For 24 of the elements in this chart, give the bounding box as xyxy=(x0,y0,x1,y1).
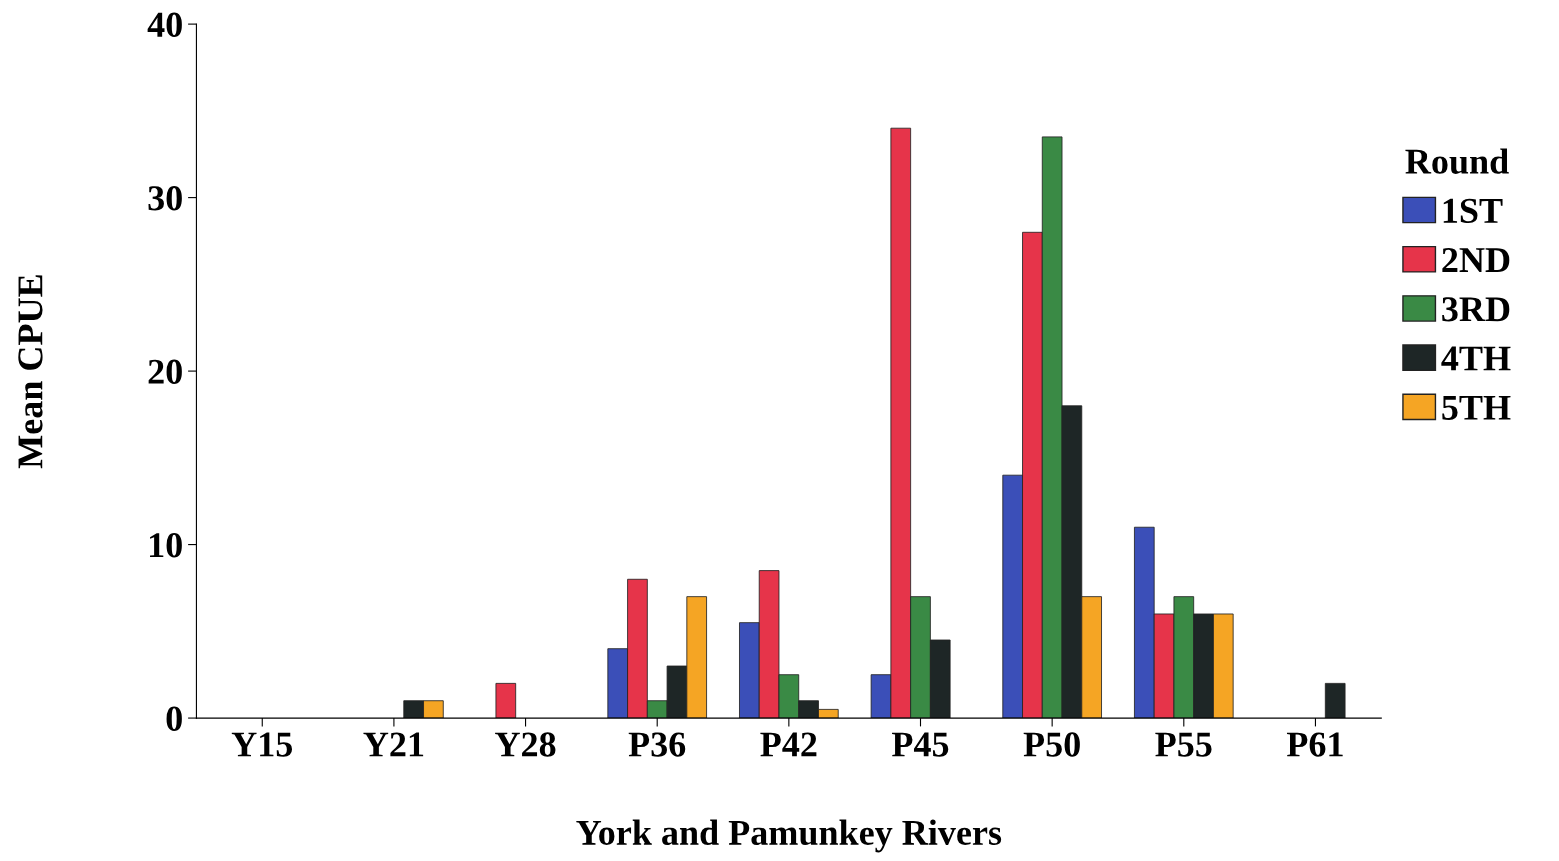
legend-title: Round xyxy=(1405,148,1509,174)
y-tick-label: 0 xyxy=(166,706,182,731)
legend-label: 3RD xyxy=(1442,297,1510,322)
y-axis-title: Mean CPUE xyxy=(18,275,43,469)
x-tick-label: P61 xyxy=(1286,732,1343,757)
x-tick-label: P50 xyxy=(1023,732,1080,757)
bar xyxy=(495,682,517,719)
y-tick-label: 20 xyxy=(148,359,182,384)
x-tick-label: Y21 xyxy=(363,732,424,757)
x-axis-title: York and Pamunkey Rivers xyxy=(576,819,1002,853)
y-tick-label: 40 xyxy=(147,12,182,37)
x-tick-label: Y15 xyxy=(231,732,293,757)
legend-label: 5TH xyxy=(1442,395,1511,420)
legend-label: 1ST xyxy=(1443,198,1503,224)
bar xyxy=(1324,682,1346,719)
y-tick-label: 10 xyxy=(150,533,182,558)
x-tick-label: Y28 xyxy=(495,732,556,757)
x-tick-label: P42 xyxy=(760,732,817,757)
legend-label: 4TH xyxy=(1441,346,1511,371)
legend-label: 2ND xyxy=(1442,247,1510,272)
x-tick-label: P45 xyxy=(892,732,949,757)
x-tick-label: P55 xyxy=(1155,732,1212,757)
x-tick-label: P36 xyxy=(628,732,686,757)
y-tick-label: 30 xyxy=(148,186,182,211)
